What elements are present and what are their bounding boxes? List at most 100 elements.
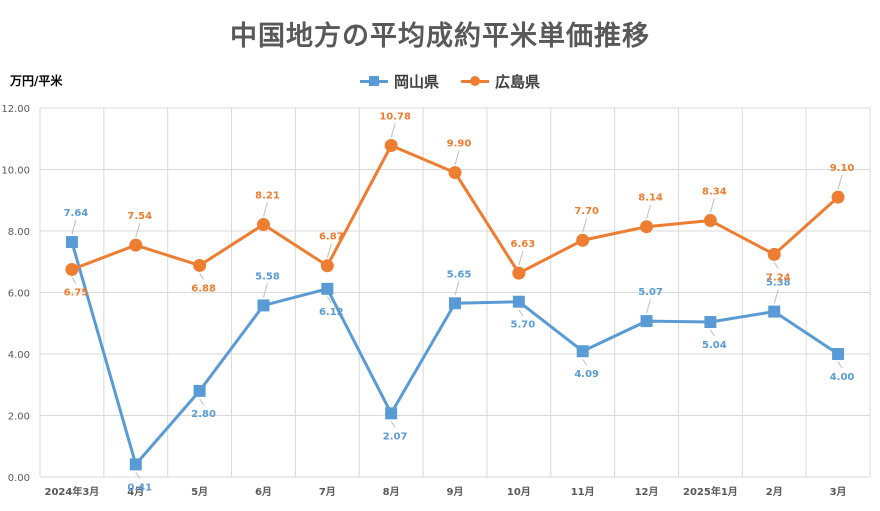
data-label-leader [71,219,77,235]
data-label-hiroshima: 6.88 [191,283,216,294]
data-label-okayama: 2.80 [191,409,216,420]
data-label-okayama: 5.65 [447,269,472,280]
x-tick-label: 2024年3月 [45,485,100,498]
x-tick-label: 8月 [383,486,400,498]
data-point-okayama [321,282,334,295]
data-label-okayama: 2.07 [383,431,408,442]
data-label-hiroshima: 8.14 [638,193,663,204]
data-point-hiroshima [193,258,207,272]
data-label-hiroshima: 7.24 [766,272,791,283]
legend-swatch-hiroshima [461,74,490,88]
data-label-leader [646,204,652,219]
data-point-hiroshima [320,259,334,273]
data-point-okayama [768,305,781,318]
data-label-okayama: 5.58 [255,271,280,282]
x-tick-label: 4月 [127,486,144,498]
data-label-leader [262,283,268,298]
data-point-okayama [193,384,206,397]
legend-label-okayama: 岡山県 [394,72,440,91]
data-point-okayama [832,348,845,360]
data-label-leader [582,358,588,366]
data-label-leader [390,123,396,138]
data-point-hiroshima [831,190,845,204]
y-tick-label: 4.00 [8,350,30,361]
data-label-leader [518,309,524,317]
data-point-okayama [704,316,717,329]
data-point-hiroshima [576,233,590,247]
legend-item-okayama: 岡山県 [360,71,439,92]
y-tick-label: 6.00 [8,289,30,300]
x-tick-label: 9月 [447,486,464,498]
data-point-hiroshima [512,266,526,280]
data-point-okayama [512,295,525,308]
x-tick-label: 2025年1月 [683,485,738,498]
data-point-hiroshima [129,238,143,252]
data-label-leader [390,421,396,428]
data-point-okayama [65,236,78,249]
x-tick-label: 10月 [507,486,531,498]
data-point-okayama [257,299,270,312]
data-label-hiroshima: 6.63 [511,239,536,250]
data-point-okayama [129,458,142,471]
data-point-okayama [640,315,653,328]
data-label-leader [773,262,779,269]
data-point-hiroshima [640,220,654,234]
data-label-okayama: 6.12 [319,307,344,318]
data-label-hiroshima: 9.10 [830,163,855,174]
y-axis-unit-label: 万円/平米 [10,74,63,88]
data-point-okayama [576,345,589,358]
data-label-hiroshima: 7.54 [127,211,152,222]
data-label-okayama: 5.38 [766,278,791,289]
data-label-leader [454,150,460,165]
data-label-leader [837,175,843,190]
y-tick-label: 12.00 [1,104,30,115]
data-label-okayama: 4.09 [574,369,599,380]
x-tick-label: 3月 [830,486,847,498]
data-label-hiroshima: 6.87 [319,232,344,243]
data-point-okayama [385,407,398,420]
data-label-leader [709,198,715,213]
data-label-leader [773,289,779,304]
series-line-hiroshima [71,144,840,275]
data-label-leader [71,277,77,284]
data-label-okayama: 0.41 [127,482,152,493]
legend-swatch-okayama [360,74,388,88]
data-label-hiroshima: 6.75 [64,287,89,298]
data-point-hiroshima [65,262,79,276]
chart-title: 中国地方の平均成約平米単価推移 [230,21,650,52]
data-label-hiroshima: 9.90 [447,139,472,150]
data-label-hiroshima: 7.70 [574,206,599,217]
data-label-leader [837,361,843,369]
data-label-okayama: 4.00 [830,372,855,383]
data-label-okayama: 5.70 [511,320,536,331]
legend-label-hiroshima: 広島県 [495,72,541,91]
legend-item-hiroshima: 広島県 [461,71,540,92]
data-label-leader [199,273,205,280]
x-tick-label: 5月 [191,486,208,498]
data-label-okayama: 5.04 [702,340,727,351]
data-label-leader [199,398,205,406]
x-tick-label: 12月 [635,486,659,498]
x-tick-label: 7月 [319,486,336,498]
data-label-leader [582,218,588,233]
y-tick-label: 0.00 [8,473,30,484]
data-point-hiroshima [767,247,781,261]
data-point-hiroshima [384,139,398,153]
x-tick-label: 2月 [766,486,783,498]
data-label-okayama: 7.64 [64,208,89,219]
data-label-hiroshima: 8.34 [702,187,727,198]
data-label-hiroshima: 10.78 [379,112,411,123]
data-label-leader [646,298,652,314]
chart-legend: 岡山県 広島県 [360,70,562,92]
data-label-leader [454,281,460,296]
data-point-hiroshima [448,166,462,180]
data-point-hiroshima [703,214,717,228]
x-tick-label: 11月 [571,486,595,498]
y-tick-label: 8.00 [8,227,30,238]
x-tick-label: 6月 [255,486,272,498]
data-label-leader [326,296,332,304]
data-label-leader [326,243,332,258]
data-point-okayama [449,297,461,310]
data-label-hiroshima: 8.21 [255,191,280,202]
